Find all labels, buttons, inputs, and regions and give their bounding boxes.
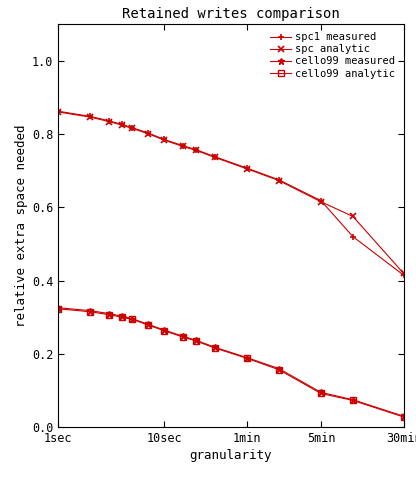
spc1 measured (319, 198, 324, 204)
spc analytic (120, 122, 125, 128)
spc1 measured (56, 108, 61, 114)
spc1 measured (120, 121, 125, 127)
cello99 measured (401, 413, 406, 419)
spc1 measured (276, 177, 281, 183)
cello99 measured (194, 337, 199, 343)
cello99 measured (162, 327, 167, 333)
cello99 analytic (120, 314, 125, 320)
spc analytic (194, 147, 199, 153)
cello99 measured (181, 334, 186, 339)
Y-axis label: relative extra space needed: relative extra space needed (15, 124, 28, 327)
cello99 analytic (130, 316, 135, 322)
X-axis label: granularity: granularity (190, 449, 272, 462)
spc analytic (350, 214, 355, 219)
spc analytic (162, 137, 167, 143)
cello99 analytic (145, 322, 150, 328)
cello99 analytic (276, 367, 281, 372)
spc analytic (88, 114, 93, 120)
spc1 measured (244, 165, 249, 171)
spc analytic (319, 199, 324, 204)
spc1 measured (181, 143, 186, 149)
cello99 analytic (244, 355, 249, 361)
cello99 analytic (106, 312, 111, 318)
cello99 measured (145, 321, 150, 327)
spc1 measured (106, 118, 111, 124)
cello99 analytic (181, 334, 186, 340)
cello99 measured (350, 397, 355, 403)
cello99 measured (213, 345, 218, 350)
Line: cello99 analytic: cello99 analytic (55, 306, 406, 420)
Line: cello99 measured: cello99 measured (55, 304, 407, 420)
spc analytic (130, 126, 135, 132)
cello99 measured (244, 355, 249, 360)
spc1 measured (145, 130, 150, 136)
spc analytic (181, 144, 186, 149)
spc analytic (56, 109, 61, 115)
Title: Retained writes comparison: Retained writes comparison (122, 8, 340, 22)
cello99 measured (106, 311, 111, 316)
cello99 analytic (162, 328, 167, 334)
cello99 analytic (213, 345, 218, 351)
cello99 measured (276, 366, 281, 372)
cello99 measured (56, 305, 61, 311)
cello99 measured (120, 313, 125, 319)
spc1 measured (130, 125, 135, 131)
cello99 measured (319, 389, 324, 395)
cello99 measured (130, 316, 135, 322)
spc1 measured (401, 272, 406, 278)
Line: spc1 measured: spc1 measured (55, 108, 407, 278)
spc1 measured (162, 137, 167, 143)
spc analytic (145, 131, 150, 136)
spc1 measured (194, 147, 199, 153)
cello99 analytic (350, 397, 355, 403)
Legend: spc1 measured, spc analytic, cello99 measured, cello99 analytic: spc1 measured, spc analytic, cello99 mea… (267, 29, 398, 82)
cello99 analytic (194, 338, 199, 344)
cello99 analytic (56, 306, 61, 312)
cello99 measured (88, 308, 93, 313)
spc1 measured (88, 113, 93, 119)
cello99 analytic (401, 414, 406, 420)
spc analytic (244, 166, 249, 172)
spc1 measured (350, 234, 355, 240)
spc analytic (276, 178, 281, 183)
cello99 analytic (88, 309, 93, 314)
spc1 measured (213, 154, 218, 159)
cello99 analytic (319, 391, 324, 396)
spc analytic (401, 270, 406, 276)
spc analytic (213, 155, 218, 160)
Line: spc analytic: spc analytic (55, 108, 407, 277)
spc analytic (106, 119, 111, 124)
